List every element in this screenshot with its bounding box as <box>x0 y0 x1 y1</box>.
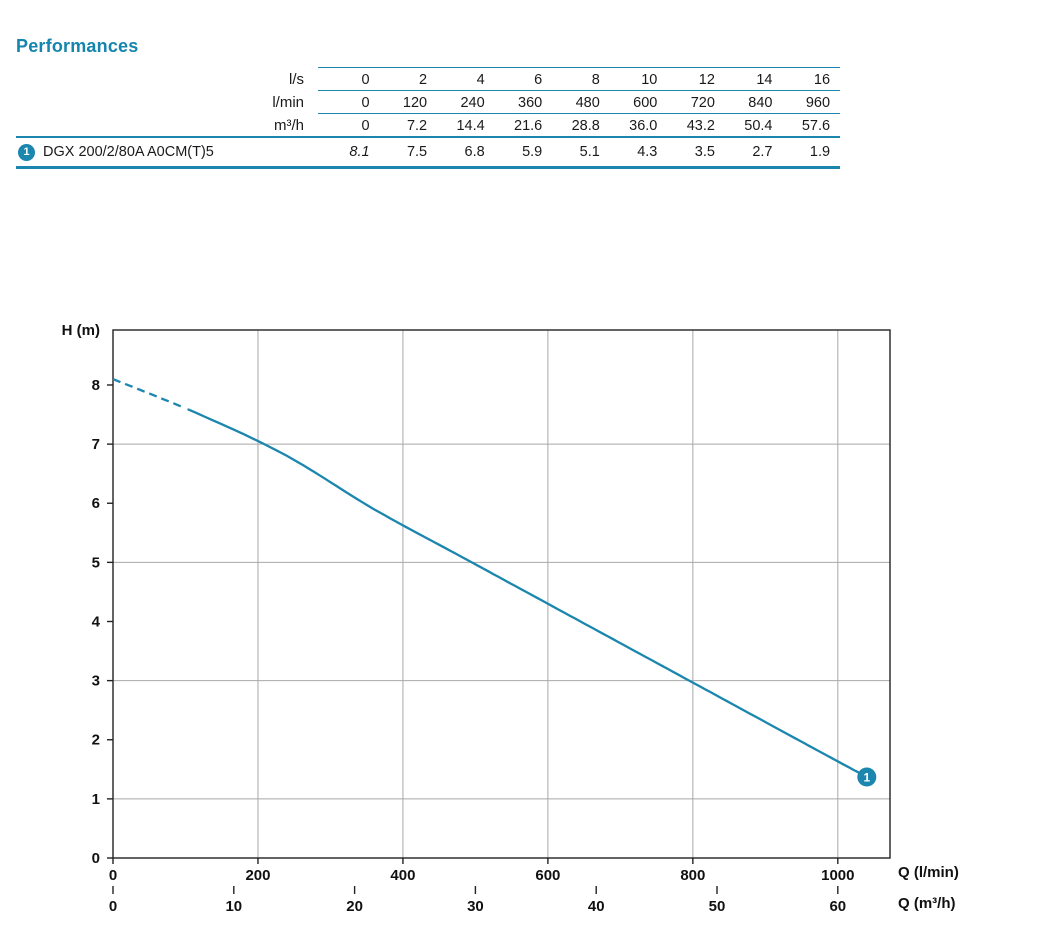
unit-row: l/min 0 120 240 360 480 600 720 840 960 <box>16 91 840 114</box>
pump-model: 1 DGX 200/2/80A A0CM(T)5 <box>16 143 312 161</box>
pump-value: 7.5 <box>406 144 428 160</box>
table-rule <box>16 166 840 169</box>
pump-model-name: DGX 200/2/80A A0CM(T)5 <box>43 144 214 160</box>
page-title: Performances <box>16 36 139 56</box>
unit-value: 960 <box>805 94 831 111</box>
pump-value: 3.5 <box>694 144 715 160</box>
unit-value: 36.0 <box>629 117 658 134</box>
unit-value: 720 <box>690 94 715 111</box>
pump-value: 2.7 <box>752 144 773 160</box>
pump-value: 5.1 <box>579 144 600 160</box>
unit-label: l/s <box>289 71 304 88</box>
pump-value: 4.3 <box>637 144 658 160</box>
pump-curve <box>187 408 868 779</box>
curve-badge-label: 1 <box>863 770 870 784</box>
unit-value: 10 <box>641 71 658 88</box>
x-tick-label: 200 <box>245 867 270 884</box>
table-rule <box>318 67 840 68</box>
x-tick-label: 600 <box>535 867 560 884</box>
y-tick-label: 5 <box>92 554 100 571</box>
unit-rows: l/s 0 2 4 6 8 10 12 14 16 l/min 0 120 240 360 480 600 720… <box>16 68 840 137</box>
pump-value: 8.1 <box>349 144 370 160</box>
unit-value: 28.8 <box>571 117 600 134</box>
unit-value: 6 <box>534 71 543 88</box>
unit-row: l/s 0 2 4 6 8 10 12 14 16 <box>16 68 840 91</box>
unit-value: 7.2 <box>406 117 428 134</box>
unit-value: 2 <box>419 71 428 88</box>
unit-value: 120 <box>402 94 428 111</box>
unit-value: 14.4 <box>456 117 485 134</box>
x-tick-label: 1000 <box>821 867 854 884</box>
x-tick-label: 400 <box>390 867 415 884</box>
y-tick-label: 7 <box>92 436 100 453</box>
pump-row: 1 DGX 200/2/80A A0CM(T)5 8.1 7.5 6.8 5.9 5.1 4.… <box>16 137 840 167</box>
x-tick-label: 800 <box>680 867 705 884</box>
y-tick-label: 2 <box>92 732 100 749</box>
unit-label: l/min <box>272 94 304 111</box>
y-tick-label: 8 <box>92 377 100 394</box>
y-tick-label: 4 <box>92 613 101 630</box>
unit-value: 14 <box>756 71 773 88</box>
x2-tick-label: 20 <box>346 898 363 915</box>
unit-value: 480 <box>575 94 600 111</box>
y-tick-label: 6 <box>92 495 100 512</box>
x2-tick-label: 30 <box>467 898 484 915</box>
unit-value: 21.6 <box>514 117 543 134</box>
x2-tick-label: 0 <box>109 898 117 915</box>
table-rule <box>16 136 840 138</box>
unit-value: 0 <box>361 94 370 111</box>
x2-tick-label: 10 <box>225 898 242 915</box>
pump-rows: 1 DGX 200/2/80A A0CM(T)5 8.1 7.5 6.8 5.9 5.1 4.… <box>16 137 840 167</box>
table-rule <box>318 113 840 114</box>
x2-tick-label: 60 <box>829 898 846 915</box>
unit-values: 0 7.2 14.4 21.6 28.8 36.0 43.2 50.4 57.6 <box>312 118 840 134</box>
unit-value: 360 <box>518 94 543 111</box>
y-tick-label: 0 <box>92 850 100 867</box>
plot-border <box>112 329 891 859</box>
x-axis-label: Q (l/min) <box>898 864 959 881</box>
y-axis-label: H (m) <box>61 322 100 339</box>
unit-value: 12 <box>698 71 715 88</box>
table-rule <box>318 90 840 91</box>
pump-curve-dashed-start <box>112 378 183 409</box>
x-tick-label: 0 <box>109 867 117 884</box>
unit-value: 0 <box>361 71 370 88</box>
x2-tick-label: 40 <box>588 898 605 915</box>
x2-tick-label: 50 <box>709 898 726 915</box>
unit-value: 16 <box>813 71 831 88</box>
pump-value: 6.8 <box>464 144 485 160</box>
y-tick-label: 3 <box>92 673 100 690</box>
unit-value: 600 <box>633 94 658 111</box>
unit-label: m³/h <box>274 117 304 134</box>
unit-value: 8 <box>591 71 600 88</box>
unit-value: 50.4 <box>744 117 773 134</box>
pump-value: 5.9 <box>522 144 543 160</box>
performance-table: l/s 0 2 4 6 8 10 12 14 16 l/min 0 120 240 360 480 600 720… <box>16 62 840 169</box>
unit-value: 840 <box>748 94 773 111</box>
pump-values: 8.1 7.5 6.8 5.9 5.1 4.3 3.5 2.7 1.9 <box>312 144 840 160</box>
unit-value: 240 <box>460 94 485 111</box>
unit-values: 0 2 4 6 8 10 12 14 16 <box>312 72 840 88</box>
y-tick-label: 1 <box>92 791 100 808</box>
pump-value: 1.9 <box>809 144 831 160</box>
unit-value: 57.6 <box>801 117 831 134</box>
unit-value: 4 <box>476 71 485 88</box>
unit-values: 0 120 240 360 480 600 720 840 960 <box>312 95 840 111</box>
x2-axis-label: Q (m³/h) <box>898 895 956 912</box>
unit-row: m³/h 0 7.2 14.4 21.6 28.8 36.0 43.2 50.4 57.6 <box>16 114 840 137</box>
pump-badge: 1 <box>18 143 35 161</box>
curve-badge <box>857 767 877 787</box>
unit-value: 0 <box>361 117 370 134</box>
unit-value: 43.2 <box>686 117 715 134</box>
